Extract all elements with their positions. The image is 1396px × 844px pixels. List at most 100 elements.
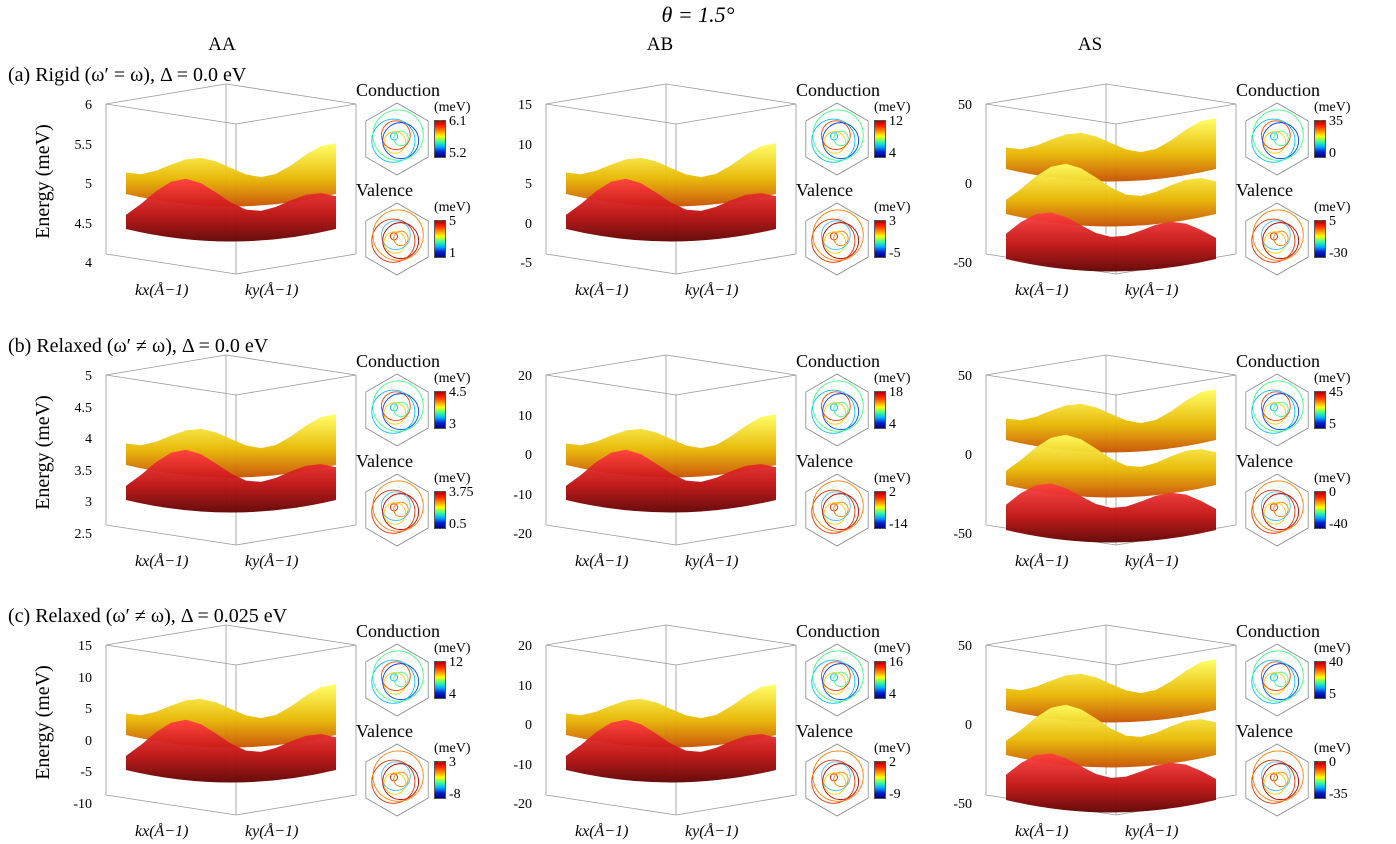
ky-axis-label: ky(Å−1) [685,823,739,840]
y-tick-label: 0 [525,216,532,232]
unit-label: (meV) [1314,200,1351,215]
colorbar-max: 3 [889,214,896,229]
conduction-title: Conduction [796,351,880,371]
colorbar-max: 2 [889,485,896,500]
colorbar-max: 2 [889,755,896,770]
y-tick-label: 50 [958,639,972,654]
kx-axis-label: kx(Å−1) [1015,823,1069,840]
colorbar-min: 4 [889,417,896,432]
y-tick-label: 0 [525,448,532,463]
colorbar [434,661,446,699]
unit-label: (meV) [874,100,911,115]
colorbar [434,120,446,158]
y-tick-label: 5 [85,177,92,192]
y-tick-label: 4.5 [74,400,93,416]
column-header-as: AS [1077,34,1103,55]
conduction-contour-map [365,643,429,717]
y-tick-label: 4 [85,432,92,448]
row-label: (c) Relaxed (ω′ ≠ ω), Δ = 0.025 eV [8,605,288,627]
colorbar [874,661,886,699]
colorbar-min: 5 [1329,417,1336,432]
unit-label: (meV) [434,641,471,656]
y-tick-label: 20 [518,639,532,654]
y-tick-label: -50 [953,527,972,542]
colorbar-min: 4 [889,687,896,702]
unit-label: (meV) [874,471,911,486]
row-label: (b) Relaxed (ω′ ≠ ω), Δ = 0.0 eV [8,335,269,357]
kx-axis-label: kx(Å−1) [575,823,629,840]
colorbar-min: -9 [889,787,901,802]
colorbar-max: 0 [1329,485,1336,500]
colorbar-max: 35 [1329,114,1343,129]
y-tick-label: 15 [78,639,92,654]
surface-plot-ab [545,354,797,546]
unit-label: (meV) [434,200,471,215]
valence-title: Valence [356,721,413,741]
kx-axis-label: kx(Å−1) [1015,282,1069,299]
unit-label: (meV) [434,471,471,486]
y-tick-label: 10 [518,678,532,694]
unit-label: (meV) [874,371,911,386]
y-tick-label: 4 [85,256,92,271]
column-header-ab: AB [646,34,674,55]
kx-axis-label: kx(Å−1) [135,282,189,299]
ky-axis-label: ky(Å−1) [1125,282,1179,299]
valence-contour-map [1245,202,1309,276]
ky-axis-label: ky(Å−1) [1125,553,1179,570]
colorbar-max: 3.75 [449,485,474,500]
conduction-title: Conduction [1236,351,1320,371]
conduction-title: Conduction [356,80,440,100]
y-tick-label: 5.5 [74,137,93,153]
y-tick-label: 4.5 [74,216,93,232]
colorbar-max: 6.1 [449,114,467,129]
colorbar [1314,391,1326,429]
colorbar [1314,220,1326,258]
surface-plot-aa [105,83,357,275]
column-header-aa: AA [208,34,236,55]
figure-title: θ = 1.5° [661,2,735,27]
unit-label: (meV) [1314,641,1351,656]
colorbar-min: 4 [449,687,456,702]
unit-label: (meV) [434,741,471,756]
valence-title: Valence [356,451,413,471]
colorbar-max: 0 [1329,755,1336,770]
y-axis-label: Energy (meV) [31,124,54,239]
colorbar-max: 16 [889,655,903,670]
conduction-title: Conduction [796,80,880,100]
conduction-contour-map [805,643,869,717]
unit-label: (meV) [874,200,911,215]
y-tick-label: 6 [85,98,92,113]
surface-plot-aa [105,624,357,816]
y-tick-label: 10 [78,670,92,686]
colorbar-min: -8 [449,787,461,802]
ky-axis-label: ky(Å−1) [1125,823,1179,840]
kx-axis-label: kx(Å−1) [135,553,189,570]
y-tick-label: 2.5 [74,527,93,542]
valence-title: Valence [796,721,853,741]
y-tick-label: 0 [85,733,92,749]
ky-axis-label: ky(Å−1) [245,823,299,840]
colorbar [874,391,886,429]
valence-contour-map [365,743,429,817]
colorbar [434,391,446,429]
valence-contour-map [365,202,429,276]
colorbar-min: -14 [889,517,908,532]
colorbar-min: -30 [1329,246,1348,261]
colorbar-max: 4.5 [449,385,467,400]
colorbar-min: 5.2 [449,146,467,161]
colorbar-max: 5 [449,214,456,229]
colorbar [874,761,886,799]
conduction-contour-map [805,102,869,176]
valence-contour-map [805,202,869,276]
surface-plot-ab [545,624,797,816]
conduction-title: Conduction [356,351,440,371]
unit-label: (meV) [1314,100,1351,115]
y-tick-label: -10 [513,487,532,503]
conduction-contour-map [1245,643,1309,717]
y-tick-label: 10 [518,408,532,424]
colorbar [434,220,446,258]
colorbar-max: 45 [1329,385,1343,400]
colorbar [874,120,886,158]
conduction-contour-map [1245,373,1309,447]
conduction-contour-map [1245,102,1309,176]
